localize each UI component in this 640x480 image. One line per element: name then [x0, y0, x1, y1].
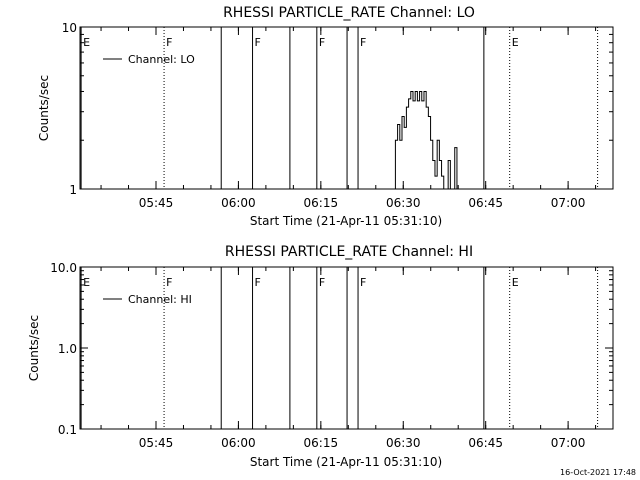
lo-data-point: [447, 160, 449, 161]
lo-series-group: [392, 90, 460, 190]
lo-chart-title: RHESSI PARTICLE_RATE Channel: LO: [223, 5, 475, 21]
lo-data-point: [412, 100, 414, 102]
lo-data-point: [430, 139, 431, 141]
lo-event-marker-label: E: [512, 36, 519, 49]
footer-timestamp: 16-Oct-2021 17:48: [560, 468, 636, 477]
hi-event-marker-label: F: [319, 276, 325, 289]
lo-series-line: [393, 90, 460, 190]
lo-x-tick-label: 05:45: [139, 196, 174, 210]
lo-data-point: [392, 188, 394, 190]
hi-tick-group: 05:45 06:00 06:15 06:30 06:45 07:00 0.1 1.0 10.0: [50, 261, 613, 450]
hi-legend-label: Channel: HI: [128, 293, 192, 306]
lo-data-point: [458, 188, 460, 190]
lo-data-point: [405, 106, 407, 108]
hi-plot-frame: [79, 266, 614, 430]
lo-data-point: [432, 160, 434, 161]
lo-event-marker-label: F: [255, 36, 261, 49]
lo-event-marker-label: E: [83, 36, 90, 49]
hi-channel-panel: RHESSI PARTICLE_RATE Channel: HI Counts/…: [27, 244, 614, 469]
lo-data-point: [445, 188, 447, 190]
lo-x-tick-label: 07:00: [551, 196, 586, 210]
lo-data-point: [421, 100, 423, 102]
lo-y-tick-label: 10: [62, 21, 77, 35]
lo-data-point: [414, 91, 416, 92]
hi-event-marker-label: E: [83, 276, 90, 289]
hi-x-tick-label: 05:45: [139, 436, 174, 450]
lo-data-point: [449, 188, 451, 190]
hi-event-marker-label: F: [360, 276, 366, 289]
lo-event-marker-label: F: [319, 36, 325, 49]
hi-x-tick-label: 06:45: [468, 436, 503, 450]
hi-event-marker-label: F: [166, 276, 172, 289]
lo-data-point: [403, 127, 405, 128]
lo-data-point: [441, 175, 442, 177]
hi-x-tick-label: 07:00: [551, 436, 586, 450]
hi-chart-title: RHESSI PARTICLE_RATE Channel: HI: [225, 244, 473, 260]
lo-x-tick-label: 06:45: [468, 196, 503, 210]
lo-data-point: [397, 124, 399, 125]
lo-data-point: [395, 139, 396, 141]
lo-data-point: [399, 139, 401, 141]
lo-data-point: [454, 147, 456, 149]
lo-data-point: [436, 139, 438, 141]
lo-data-point: [410, 91, 412, 92]
hi-x-tick-label: 06:00: [221, 436, 256, 450]
lo-data-point: [438, 160, 440, 161]
lo-data-point: [419, 91, 420, 92]
hi-x-axis-label: Start Time (21-Apr-11 05:31:10): [250, 455, 442, 469]
hi-x-tick-label: 06:15: [304, 436, 339, 450]
lo-x-tick-label: 06:30: [386, 196, 421, 210]
hi-x-tick-label: 06:30: [386, 436, 421, 450]
lo-data-point: [452, 188, 453, 190]
lo-event-marker-label: F: [166, 36, 172, 49]
lo-data-point: [425, 106, 427, 108]
lo-channel-panel: RHESSI PARTICLE_RATE Channel: LO Counts/…: [37, 5, 614, 228]
lo-data-point: [408, 98, 409, 100]
hi-y-tick-label: 0.1: [58, 423, 77, 437]
lo-data-point: [423, 91, 425, 92]
lo-y-tick-label: 1: [69, 183, 77, 197]
lo-data-point: [401, 116, 403, 117]
hi-event-marker-label: F: [255, 276, 261, 289]
lo-data-point: [434, 175, 436, 177]
lo-x-axis-label: Start Time (21-Apr-11 05:31:10): [250, 214, 442, 228]
lo-data-point: [456, 188, 458, 190]
lo-legend-label: Channel: LO: [128, 53, 195, 66]
hi-event-marker-label: E: [512, 276, 519, 289]
lo-plot-frame: [79, 26, 614, 190]
hi-legend: Channel: HI: [103, 293, 192, 306]
lo-x-tick-label: 06:15: [304, 196, 339, 210]
lo-data-point: [443, 188, 445, 190]
lo-legend: Channel: LO: [103, 53, 195, 66]
lo-tick-group: 05:45 06:00 06:15 06:30 06:45 07:00 1 10: [62, 21, 613, 210]
hi-y-tick-label: 1.0: [58, 342, 77, 356]
lo-x-tick-label: 06:00: [221, 196, 256, 210]
lo-y-axis-label: Counts/sec: [37, 75, 51, 141]
lo-event-marker-label: F: [360, 36, 366, 49]
hi-y-tick-label: 10.0: [50, 261, 77, 275]
lo-data-point: [416, 100, 418, 102]
hi-y-axis-label: Counts/sec: [27, 315, 41, 381]
lo-data-point: [427, 116, 429, 117]
